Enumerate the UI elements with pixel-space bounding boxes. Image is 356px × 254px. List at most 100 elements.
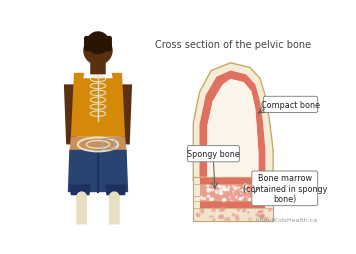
- Circle shape: [245, 189, 248, 193]
- Circle shape: [219, 207, 224, 212]
- Text: Bone marrow
(contained in spongy
bone): Bone marrow (contained in spongy bone): [242, 174, 327, 204]
- Polygon shape: [193, 63, 273, 181]
- Circle shape: [251, 198, 253, 200]
- Circle shape: [232, 194, 234, 195]
- Circle shape: [239, 187, 240, 189]
- Circle shape: [83, 36, 113, 65]
- Circle shape: [247, 211, 250, 214]
- Circle shape: [197, 215, 199, 217]
- Polygon shape: [207, 79, 258, 177]
- Polygon shape: [193, 208, 273, 221]
- Text: Cross section of the pelvic bone: Cross section of the pelvic bone: [155, 40, 311, 50]
- Circle shape: [258, 211, 261, 213]
- Circle shape: [212, 185, 215, 187]
- Circle shape: [196, 213, 198, 215]
- Polygon shape: [199, 184, 265, 201]
- Circle shape: [222, 188, 225, 191]
- Circle shape: [221, 185, 226, 189]
- Circle shape: [201, 211, 204, 214]
- Circle shape: [235, 196, 238, 199]
- Circle shape: [258, 210, 261, 213]
- Circle shape: [242, 208, 246, 212]
- Circle shape: [245, 207, 247, 210]
- Polygon shape: [120, 84, 132, 145]
- Circle shape: [219, 188, 222, 192]
- Circle shape: [247, 198, 252, 202]
- Circle shape: [236, 208, 240, 211]
- Circle shape: [235, 214, 239, 218]
- Circle shape: [260, 209, 264, 213]
- Circle shape: [232, 191, 234, 193]
- Circle shape: [264, 217, 269, 222]
- Circle shape: [260, 213, 265, 218]
- Polygon shape: [105, 184, 127, 195]
- Circle shape: [240, 198, 242, 200]
- Polygon shape: [69, 137, 127, 152]
- Circle shape: [233, 186, 238, 190]
- FancyBboxPatch shape: [109, 194, 120, 225]
- Circle shape: [243, 183, 248, 188]
- Circle shape: [233, 191, 235, 193]
- Circle shape: [209, 197, 211, 198]
- Circle shape: [214, 185, 216, 187]
- Circle shape: [209, 188, 211, 191]
- Circle shape: [258, 214, 261, 218]
- Circle shape: [238, 199, 239, 200]
- Circle shape: [222, 198, 226, 202]
- Circle shape: [227, 186, 230, 188]
- Circle shape: [241, 188, 244, 192]
- Circle shape: [220, 192, 223, 195]
- Circle shape: [109, 192, 120, 202]
- FancyBboxPatch shape: [263, 96, 318, 113]
- Circle shape: [246, 196, 247, 198]
- Circle shape: [239, 197, 243, 201]
- Circle shape: [202, 198, 204, 200]
- Circle shape: [224, 218, 226, 220]
- Polygon shape: [199, 71, 265, 177]
- FancyBboxPatch shape: [90, 62, 106, 74]
- FancyBboxPatch shape: [84, 36, 112, 51]
- Circle shape: [211, 215, 214, 218]
- Circle shape: [206, 188, 211, 193]
- Circle shape: [231, 185, 234, 187]
- Circle shape: [219, 191, 223, 195]
- Circle shape: [231, 199, 233, 201]
- Circle shape: [221, 206, 226, 211]
- Circle shape: [242, 196, 244, 198]
- Polygon shape: [199, 71, 265, 177]
- Circle shape: [218, 185, 222, 188]
- Circle shape: [226, 188, 230, 191]
- Circle shape: [197, 213, 201, 217]
- Circle shape: [216, 192, 218, 194]
- Circle shape: [213, 218, 215, 221]
- Circle shape: [223, 198, 226, 202]
- Circle shape: [203, 197, 206, 200]
- Circle shape: [211, 197, 214, 200]
- Circle shape: [211, 207, 216, 212]
- Circle shape: [240, 193, 242, 194]
- Polygon shape: [69, 184, 91, 195]
- Circle shape: [257, 188, 259, 190]
- Polygon shape: [199, 201, 265, 208]
- Circle shape: [76, 192, 87, 202]
- Text: © AboutKidsHealth.ca: © AboutKidsHealth.ca: [247, 218, 317, 223]
- Circle shape: [206, 187, 209, 190]
- Circle shape: [206, 194, 210, 198]
- FancyBboxPatch shape: [76, 194, 87, 225]
- Polygon shape: [71, 73, 125, 137]
- Circle shape: [240, 190, 241, 191]
- FancyBboxPatch shape: [188, 146, 240, 162]
- Circle shape: [240, 208, 242, 209]
- Circle shape: [218, 215, 222, 219]
- Text: Spongy bone: Spongy bone: [187, 150, 240, 159]
- Polygon shape: [199, 177, 265, 184]
- Circle shape: [219, 214, 224, 219]
- Circle shape: [229, 196, 231, 198]
- Circle shape: [260, 215, 264, 219]
- Polygon shape: [193, 177, 273, 221]
- Circle shape: [262, 196, 264, 198]
- Circle shape: [252, 188, 254, 189]
- Circle shape: [200, 196, 203, 200]
- Circle shape: [199, 208, 204, 213]
- Polygon shape: [258, 177, 273, 196]
